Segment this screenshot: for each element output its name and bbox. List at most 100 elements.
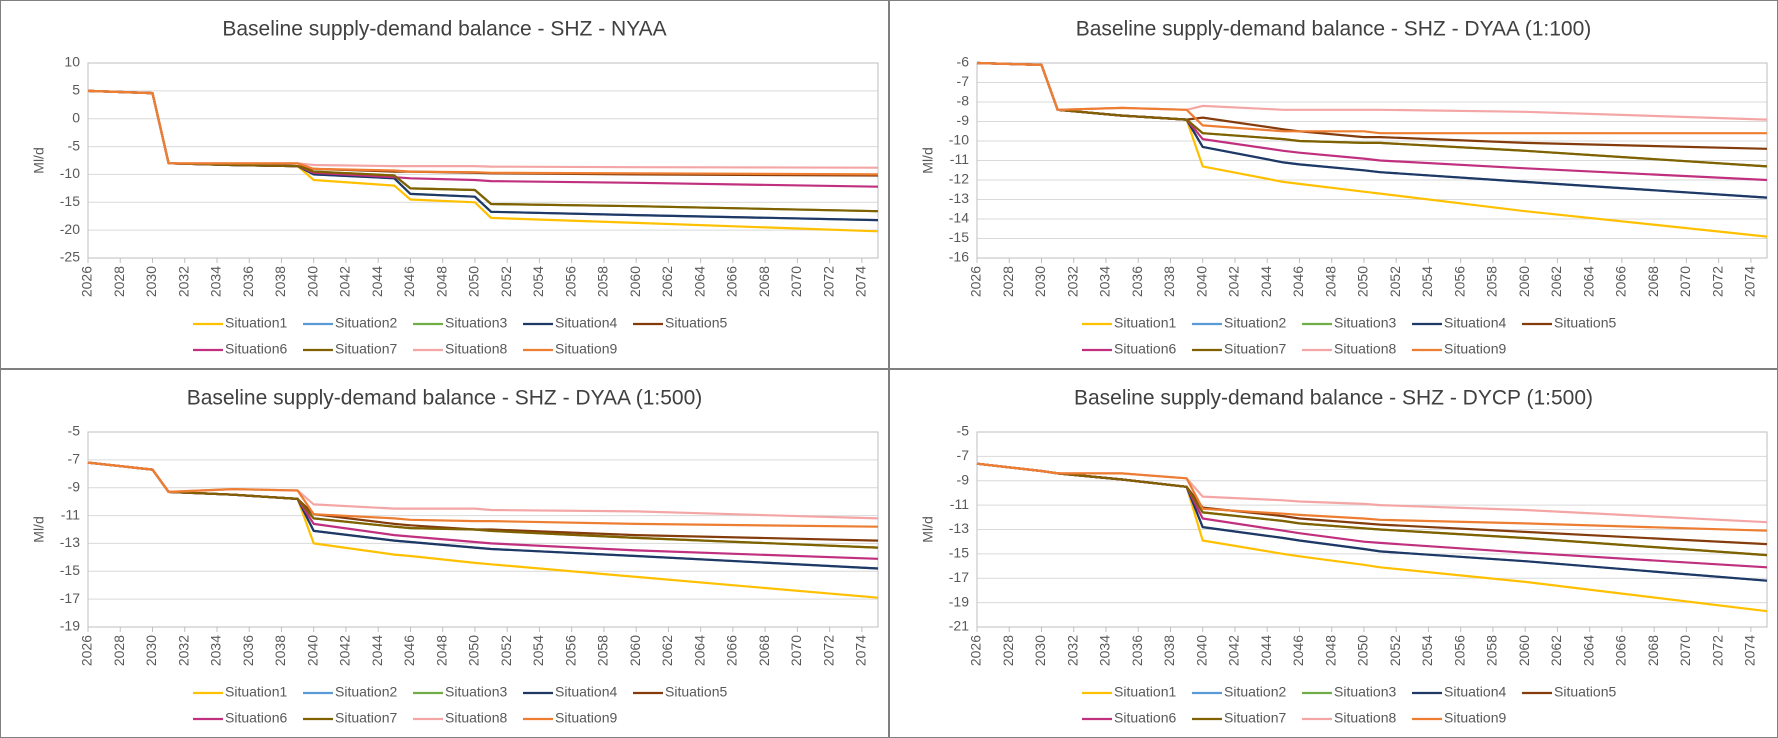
y-axis-label: Ml/d	[31, 147, 47, 173]
legend-label: Situation6	[1114, 710, 1176, 726]
x-tick-label: 2054	[530, 266, 546, 297]
x-tick-label: 2072	[1709, 635, 1725, 666]
x-tick-label: 2052	[1387, 635, 1403, 666]
x-tick-label: 2032	[175, 266, 191, 297]
x-tick-label: 2028	[111, 635, 127, 666]
y-tick-label: -13	[60, 534, 80, 550]
legend-label: Situation1	[1114, 315, 1176, 331]
y-tick-label: -10	[949, 132, 969, 148]
x-tick-label: 2058	[595, 635, 611, 666]
legend-label: Situation8	[445, 341, 507, 357]
chart-panel: Baseline supply-demand balance - SHZ - N…	[0, 0, 889, 369]
x-tick-label: 2062	[659, 635, 675, 666]
x-tick-label: 2052	[1387, 266, 1403, 297]
legend-label: Situation7	[335, 710, 397, 726]
x-tick-label: 2056	[562, 266, 578, 297]
legend-label: Situation8	[1334, 341, 1396, 357]
x-tick-label: 2042	[1226, 266, 1242, 297]
y-tick-label: -19	[949, 593, 969, 609]
x-tick-label: 2062	[659, 266, 675, 297]
x-tick-label: 2030	[143, 266, 159, 297]
y-tick-label: -8	[957, 93, 970, 109]
x-tick-label: 2044	[369, 266, 385, 297]
x-tick-label: 2038	[1161, 635, 1177, 666]
x-tick-label: 2048	[433, 635, 449, 666]
x-tick-label: 2038	[272, 635, 288, 666]
x-tick-label: 2044	[1258, 266, 1274, 297]
legend-label: Situation9	[555, 341, 617, 357]
y-tick-label: -5	[957, 423, 970, 439]
legend-label: Situation5	[1554, 315, 1616, 331]
y-tick-label: -16	[949, 249, 969, 265]
x-tick-label: 2026	[968, 635, 984, 666]
legend-label: Situation2	[1224, 684, 1286, 700]
x-tick-label: 2058	[1484, 266, 1500, 297]
x-tick-label: 2056	[1451, 635, 1467, 666]
x-tick-label: 2036	[1129, 635, 1145, 666]
chart-title: Baseline supply-demand balance - SHZ - D…	[187, 387, 703, 410]
y-tick-label: -9	[957, 471, 970, 487]
legend-label: Situation7	[335, 341, 397, 357]
chart-panel: Baseline supply-demand balance - SHZ - D…	[0, 369, 889, 738]
x-tick-label: 2028	[111, 266, 127, 297]
x-tick-label: 2042	[337, 266, 353, 297]
x-tick-label: 2074	[1742, 266, 1758, 297]
x-tick-label: 2040	[1193, 266, 1209, 297]
x-tick-label: 2044	[1258, 635, 1274, 666]
y-tick-label: -17	[949, 569, 969, 585]
legend-label: Situation6	[225, 341, 287, 357]
x-tick-label: 2068	[1645, 635, 1661, 666]
x-tick-label: 2066	[1613, 266, 1629, 297]
x-tick-label: 2036	[1129, 266, 1145, 297]
x-tick-label: 2070	[788, 266, 804, 297]
x-tick-label: 2054	[530, 635, 546, 666]
x-tick-label: 2038	[1161, 266, 1177, 297]
series-line	[976, 462, 1768, 532]
x-tick-label: 2068	[756, 266, 772, 297]
chart-panel: Baseline supply-demand balance - SHZ - D…	[889, 369, 1778, 738]
x-tick-label: 2034	[1097, 635, 1113, 666]
x-tick-label: 2036	[240, 635, 256, 666]
x-tick-label: 2074	[853, 266, 869, 297]
y-tick-label: -9	[957, 112, 970, 128]
y-tick-label: -11	[950, 151, 969, 167]
y-tick-label: -15	[60, 562, 80, 578]
x-tick-label: 2032	[1064, 635, 1080, 666]
x-tick-label: 2066	[724, 266, 740, 297]
x-tick-label: 2048	[1322, 266, 1338, 297]
x-tick-label: 2068	[1645, 266, 1661, 297]
series-line	[87, 461, 879, 528]
y-tick-label: -25	[60, 249, 80, 265]
x-tick-label: 2062	[1548, 266, 1564, 297]
x-tick-label: 2026	[79, 266, 95, 297]
x-tick-label: 2032	[1064, 266, 1080, 297]
x-tick-label: 2062	[1548, 635, 1564, 666]
x-tick-label: 2072	[820, 635, 836, 666]
y-tick-label: -12	[949, 171, 969, 187]
x-tick-label: 2070	[788, 635, 804, 666]
chart-title: Baseline supply-demand balance - SHZ - D…	[1076, 18, 1592, 41]
x-tick-label: 2058	[595, 266, 611, 297]
y-tick-label: 5	[72, 82, 80, 98]
y-tick-label: -10	[60, 165, 80, 181]
x-tick-label: 2038	[272, 266, 288, 297]
x-tick-label: 2030	[1032, 635, 1048, 666]
legend-label: Situation4	[1444, 684, 1506, 700]
x-tick-label: 2068	[756, 635, 772, 666]
x-tick-label: 2064	[691, 266, 707, 297]
x-tick-label: 2042	[337, 635, 353, 666]
y-tick-label: 0	[72, 109, 80, 125]
legend-label: Situation2	[335, 315, 397, 331]
legend-label: Situation8	[1334, 710, 1396, 726]
legend-label: Situation4	[1444, 315, 1506, 331]
y-tick-label: -15	[949, 229, 969, 245]
x-tick-label: 2052	[498, 266, 514, 297]
legend-label: Situation4	[555, 684, 617, 700]
y-tick-label: -5	[68, 423, 81, 439]
x-tick-label: 2026	[79, 635, 95, 666]
legend-label: Situation9	[1444, 341, 1506, 357]
y-tick-label: -13	[949, 190, 969, 206]
x-tick-label: 2050	[466, 266, 482, 297]
x-tick-label: 2048	[1322, 635, 1338, 666]
